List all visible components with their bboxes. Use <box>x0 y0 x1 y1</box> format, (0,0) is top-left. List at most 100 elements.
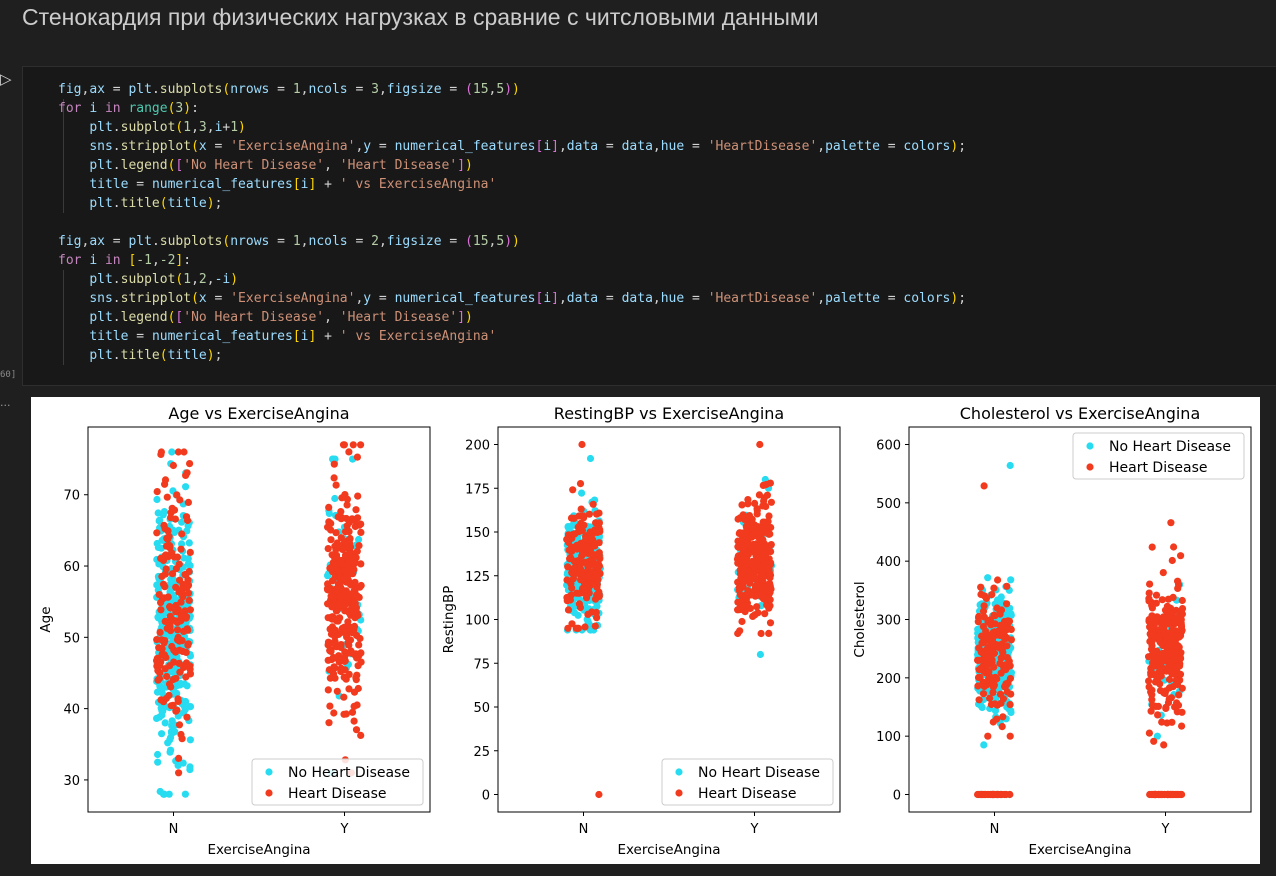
code-token: hue <box>660 291 685 306</box>
data-point <box>988 591 996 599</box>
data-point <box>154 676 162 684</box>
data-point <box>183 625 191 633</box>
x-axis-label: ExerciseAngina <box>1028 842 1131 858</box>
data-point <box>337 667 345 676</box>
data-point <box>328 623 336 631</box>
code-token: = <box>269 234 293 249</box>
data-point <box>759 518 767 526</box>
data-point <box>742 522 750 530</box>
data-point <box>348 708 357 716</box>
data-point <box>1173 699 1181 707</box>
data-point <box>160 594 168 602</box>
code-token: 'No Heart Disease' <box>183 158 325 173</box>
code-token: , <box>488 82 497 97</box>
code-token: subplot <box>120 272 176 287</box>
code-token: = <box>104 234 129 249</box>
code-token: i <box>543 291 552 306</box>
data-point <box>344 552 352 560</box>
code-block[interactable]: fig,ax = plt.subplots(nrows = 1,ncols = … <box>58 80 966 365</box>
data-point <box>763 491 772 499</box>
data-point <box>755 491 764 499</box>
data-point <box>1155 632 1163 640</box>
data-point <box>985 668 993 676</box>
code-token <box>58 158 89 173</box>
data-point <box>990 611 998 619</box>
data-point <box>162 542 171 550</box>
data-point <box>186 460 194 468</box>
data-point <box>579 512 587 520</box>
data-point <box>975 696 983 704</box>
data-point <box>585 510 594 518</box>
data-point <box>357 520 365 528</box>
data-point <box>1003 688 1011 696</box>
data-point <box>1150 631 1158 639</box>
code-token: in <box>97 101 129 116</box>
data-point <box>997 669 1005 677</box>
code-token: hue <box>660 139 685 154</box>
code-token: [ <box>175 158 184 173</box>
code-token: title <box>167 196 207 211</box>
data-point <box>331 553 339 561</box>
data-point <box>153 488 161 496</box>
code-cell-editor[interactable]: fig,ax = plt.subplots(nrows = 1,ncols = … <box>22 66 1276 386</box>
code-token: 5 <box>496 234 505 249</box>
data-point <box>327 536 335 544</box>
data-point <box>345 539 354 547</box>
code-token: + <box>222 120 231 135</box>
data-point <box>342 675 350 683</box>
data-point <box>168 448 176 456</box>
data-point <box>182 483 190 491</box>
code-token: = <box>371 291 395 306</box>
data-point <box>328 603 336 611</box>
data-point <box>160 639 168 647</box>
data-point <box>996 659 1004 667</box>
data-point <box>1178 684 1186 692</box>
code-token: = <box>684 139 708 154</box>
code-token <box>58 329 89 344</box>
data-point <box>177 730 185 739</box>
data-point <box>337 641 345 649</box>
data-point <box>153 636 161 644</box>
data-point <box>161 583 169 591</box>
data-point <box>173 689 181 697</box>
code-token: , <box>355 291 364 306</box>
code-token: = <box>128 329 152 344</box>
data-point <box>332 529 340 537</box>
data-point <box>325 719 333 727</box>
data-point <box>166 734 175 742</box>
data-point <box>337 583 345 591</box>
code-token: ( <box>167 158 176 173</box>
data-point <box>173 553 182 561</box>
data-point <box>983 646 991 654</box>
chart-1: 0 25 50 75 100 125 150 175 200 N Y RestingBP vs Exe… <box>441 404 841 858</box>
data-point <box>979 690 988 698</box>
code-token: ( <box>222 82 231 97</box>
code-token: plt <box>89 310 113 325</box>
code-token: figsize <box>386 234 442 249</box>
data-point <box>176 679 184 687</box>
data-point <box>593 583 601 591</box>
figure: 30 40 50 60 70 N Y Age vs ExerciseAngina Exercis… <box>38 404 1252 858</box>
code-token: = <box>879 291 904 306</box>
data-point <box>1158 596 1166 604</box>
data-point <box>1174 577 1182 585</box>
code-line: plt.legend(['No Heart Disease', 'Heart D… <box>58 308 966 327</box>
data-point <box>585 571 593 579</box>
data-point <box>1002 680 1010 688</box>
data-point <box>160 651 168 659</box>
code-token: plt <box>128 234 152 249</box>
data-point <box>163 624 171 632</box>
run-cell-icon[interactable]: ▷ <box>0 70 12 88</box>
code-token: = <box>128 177 152 192</box>
code-token: ) <box>465 310 473 325</box>
code-token <box>58 177 89 192</box>
output-collapse-icon[interactable]: ... <box>0 396 11 409</box>
data-point <box>177 611 185 619</box>
code-token: ( <box>159 196 168 211</box>
data-point <box>355 542 363 550</box>
data-point <box>182 513 191 521</box>
x-tick-label: Y <box>750 822 759 837</box>
data-point <box>357 560 365 568</box>
code-token: y <box>363 291 372 306</box>
data-point <box>170 646 178 654</box>
